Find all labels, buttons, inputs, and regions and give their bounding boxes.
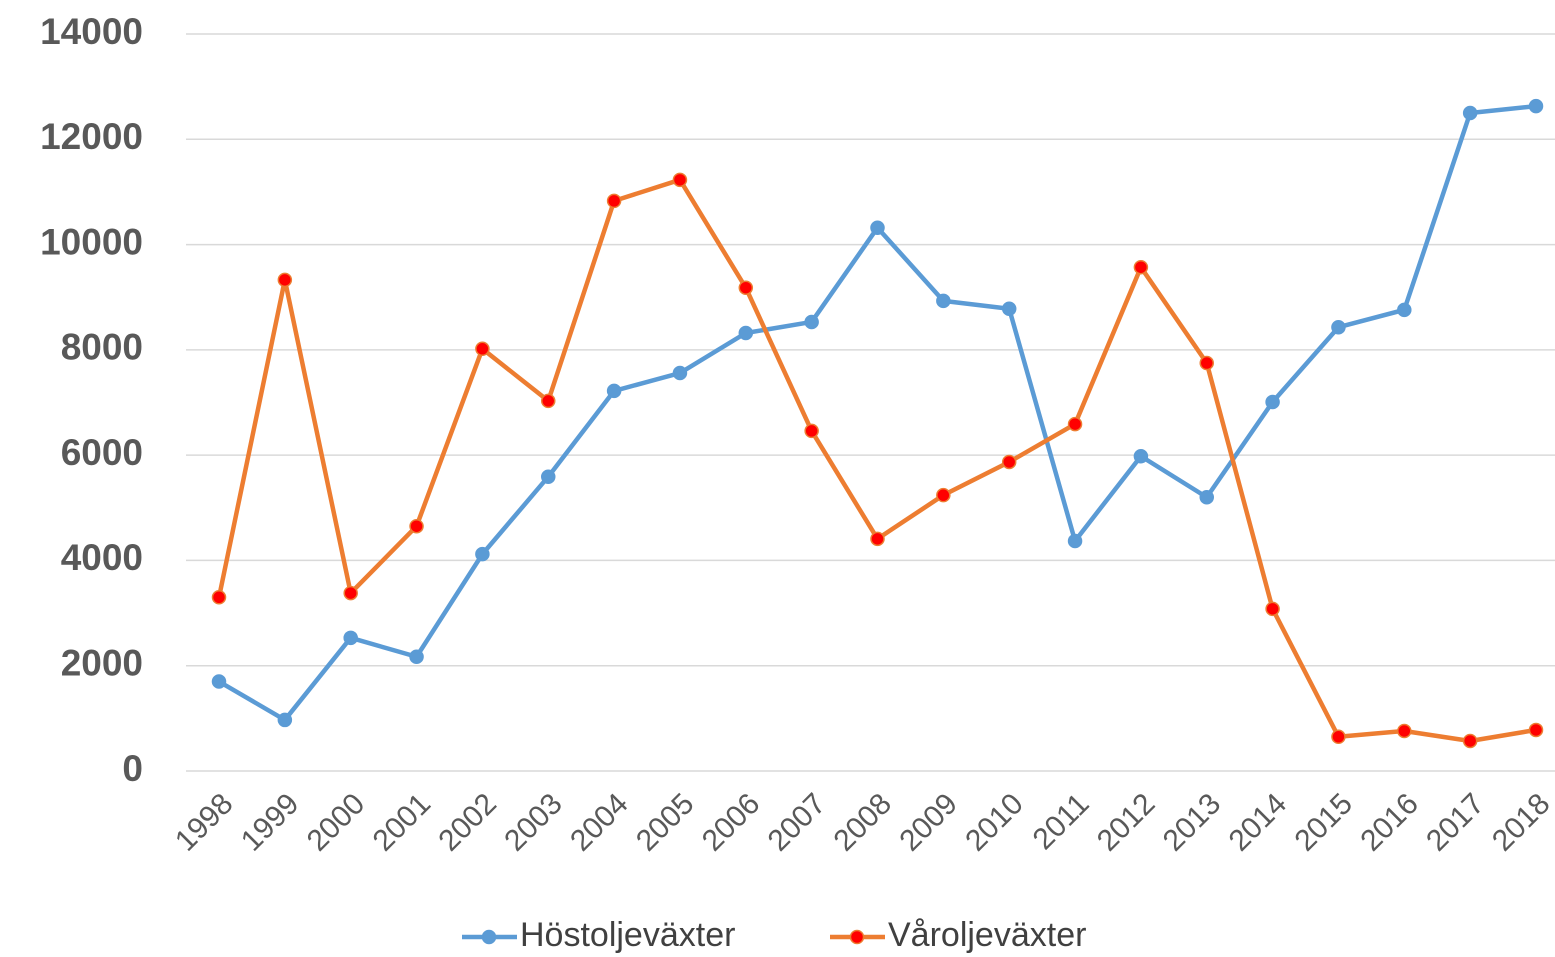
data-point xyxy=(606,193,622,209)
x-tick-label: 2017 xyxy=(1420,787,1491,858)
y-tick-label: 14000 xyxy=(40,11,143,52)
x-tick-label: 2014 xyxy=(1223,787,1294,858)
data-point xyxy=(1199,490,1214,505)
x-tick-label: 2005 xyxy=(630,787,701,858)
data-point xyxy=(1462,105,1478,121)
series-line xyxy=(217,103,1537,723)
data-point xyxy=(1265,601,1280,617)
data-point xyxy=(804,314,819,330)
data-point xyxy=(211,674,227,689)
data-point xyxy=(409,649,424,665)
x-tick-label: 2009 xyxy=(893,787,964,858)
y-tick-label: 4000 xyxy=(61,537,143,578)
data-point xyxy=(277,712,293,728)
data-point xyxy=(343,630,358,646)
legend-label: Våroljeväxter xyxy=(888,916,1086,954)
x-tick-label: 2016 xyxy=(1354,787,1425,858)
data-point xyxy=(936,487,951,503)
data-point xyxy=(1397,302,1412,318)
data-point xyxy=(343,585,358,601)
x-tick-label: 1998 xyxy=(169,787,240,858)
data-point xyxy=(475,546,490,562)
y-tick-label: 8000 xyxy=(61,327,143,368)
data-point xyxy=(1199,355,1214,371)
data-point xyxy=(475,341,490,357)
data-point xyxy=(1067,416,1083,432)
x-tick-label: 2007 xyxy=(762,787,833,858)
x-tick-label: 2015 xyxy=(1288,787,1359,858)
data-point xyxy=(672,172,688,188)
data-point xyxy=(1331,729,1346,745)
x-tick-label: 2008 xyxy=(828,787,899,858)
data-point xyxy=(1001,301,1017,317)
x-tick-label: 2001 xyxy=(367,787,438,858)
y-tick-label: 0 xyxy=(122,748,143,789)
legend-marker xyxy=(849,929,865,945)
x-tick-label: 2011 xyxy=(1027,787,1096,856)
y-tick-label: 6000 xyxy=(61,432,143,473)
x-tick-label: 2010 xyxy=(959,787,1030,858)
data-point xyxy=(870,220,885,235)
data-point xyxy=(738,325,754,341)
data-point xyxy=(672,365,688,381)
x-tick-label: 2002 xyxy=(432,787,503,858)
data-point xyxy=(870,531,885,547)
data-point xyxy=(804,423,819,439)
data-point xyxy=(1001,454,1017,470)
data-point xyxy=(277,272,293,288)
y-tick-label: 12000 xyxy=(40,116,143,157)
data-point xyxy=(1265,394,1280,410)
x-tick-label: 2003 xyxy=(498,787,569,858)
y-tick-label: 2000 xyxy=(61,642,143,683)
data-point xyxy=(936,293,951,309)
x-tick-label: 2006 xyxy=(696,787,767,858)
y-tick-label: 10000 xyxy=(40,221,143,262)
data-point xyxy=(606,383,622,399)
data-point xyxy=(1067,533,1083,549)
data-point xyxy=(1133,259,1149,275)
data-point xyxy=(541,469,556,484)
legend-label: Höstoljeväxter xyxy=(520,916,735,954)
x-tick-label: 1999 xyxy=(235,787,306,858)
data-point xyxy=(1397,723,1412,739)
data-point xyxy=(1331,319,1346,335)
data-point xyxy=(1528,98,1544,114)
data-point xyxy=(738,280,754,295)
data-point xyxy=(1133,448,1149,464)
data-point xyxy=(1528,722,1544,738)
legend-marker xyxy=(481,929,497,945)
x-tick-label: 2018 xyxy=(1486,787,1555,858)
data-point xyxy=(541,393,556,409)
data-point xyxy=(409,518,424,534)
data-point xyxy=(211,590,227,605)
x-tick-label: 2000 xyxy=(301,787,372,858)
x-tick-label: 2004 xyxy=(564,787,635,858)
x-tick-label: 2013 xyxy=(1157,787,1228,858)
data-point xyxy=(1462,733,1478,749)
x-tick-label: 2012 xyxy=(1091,787,1162,858)
